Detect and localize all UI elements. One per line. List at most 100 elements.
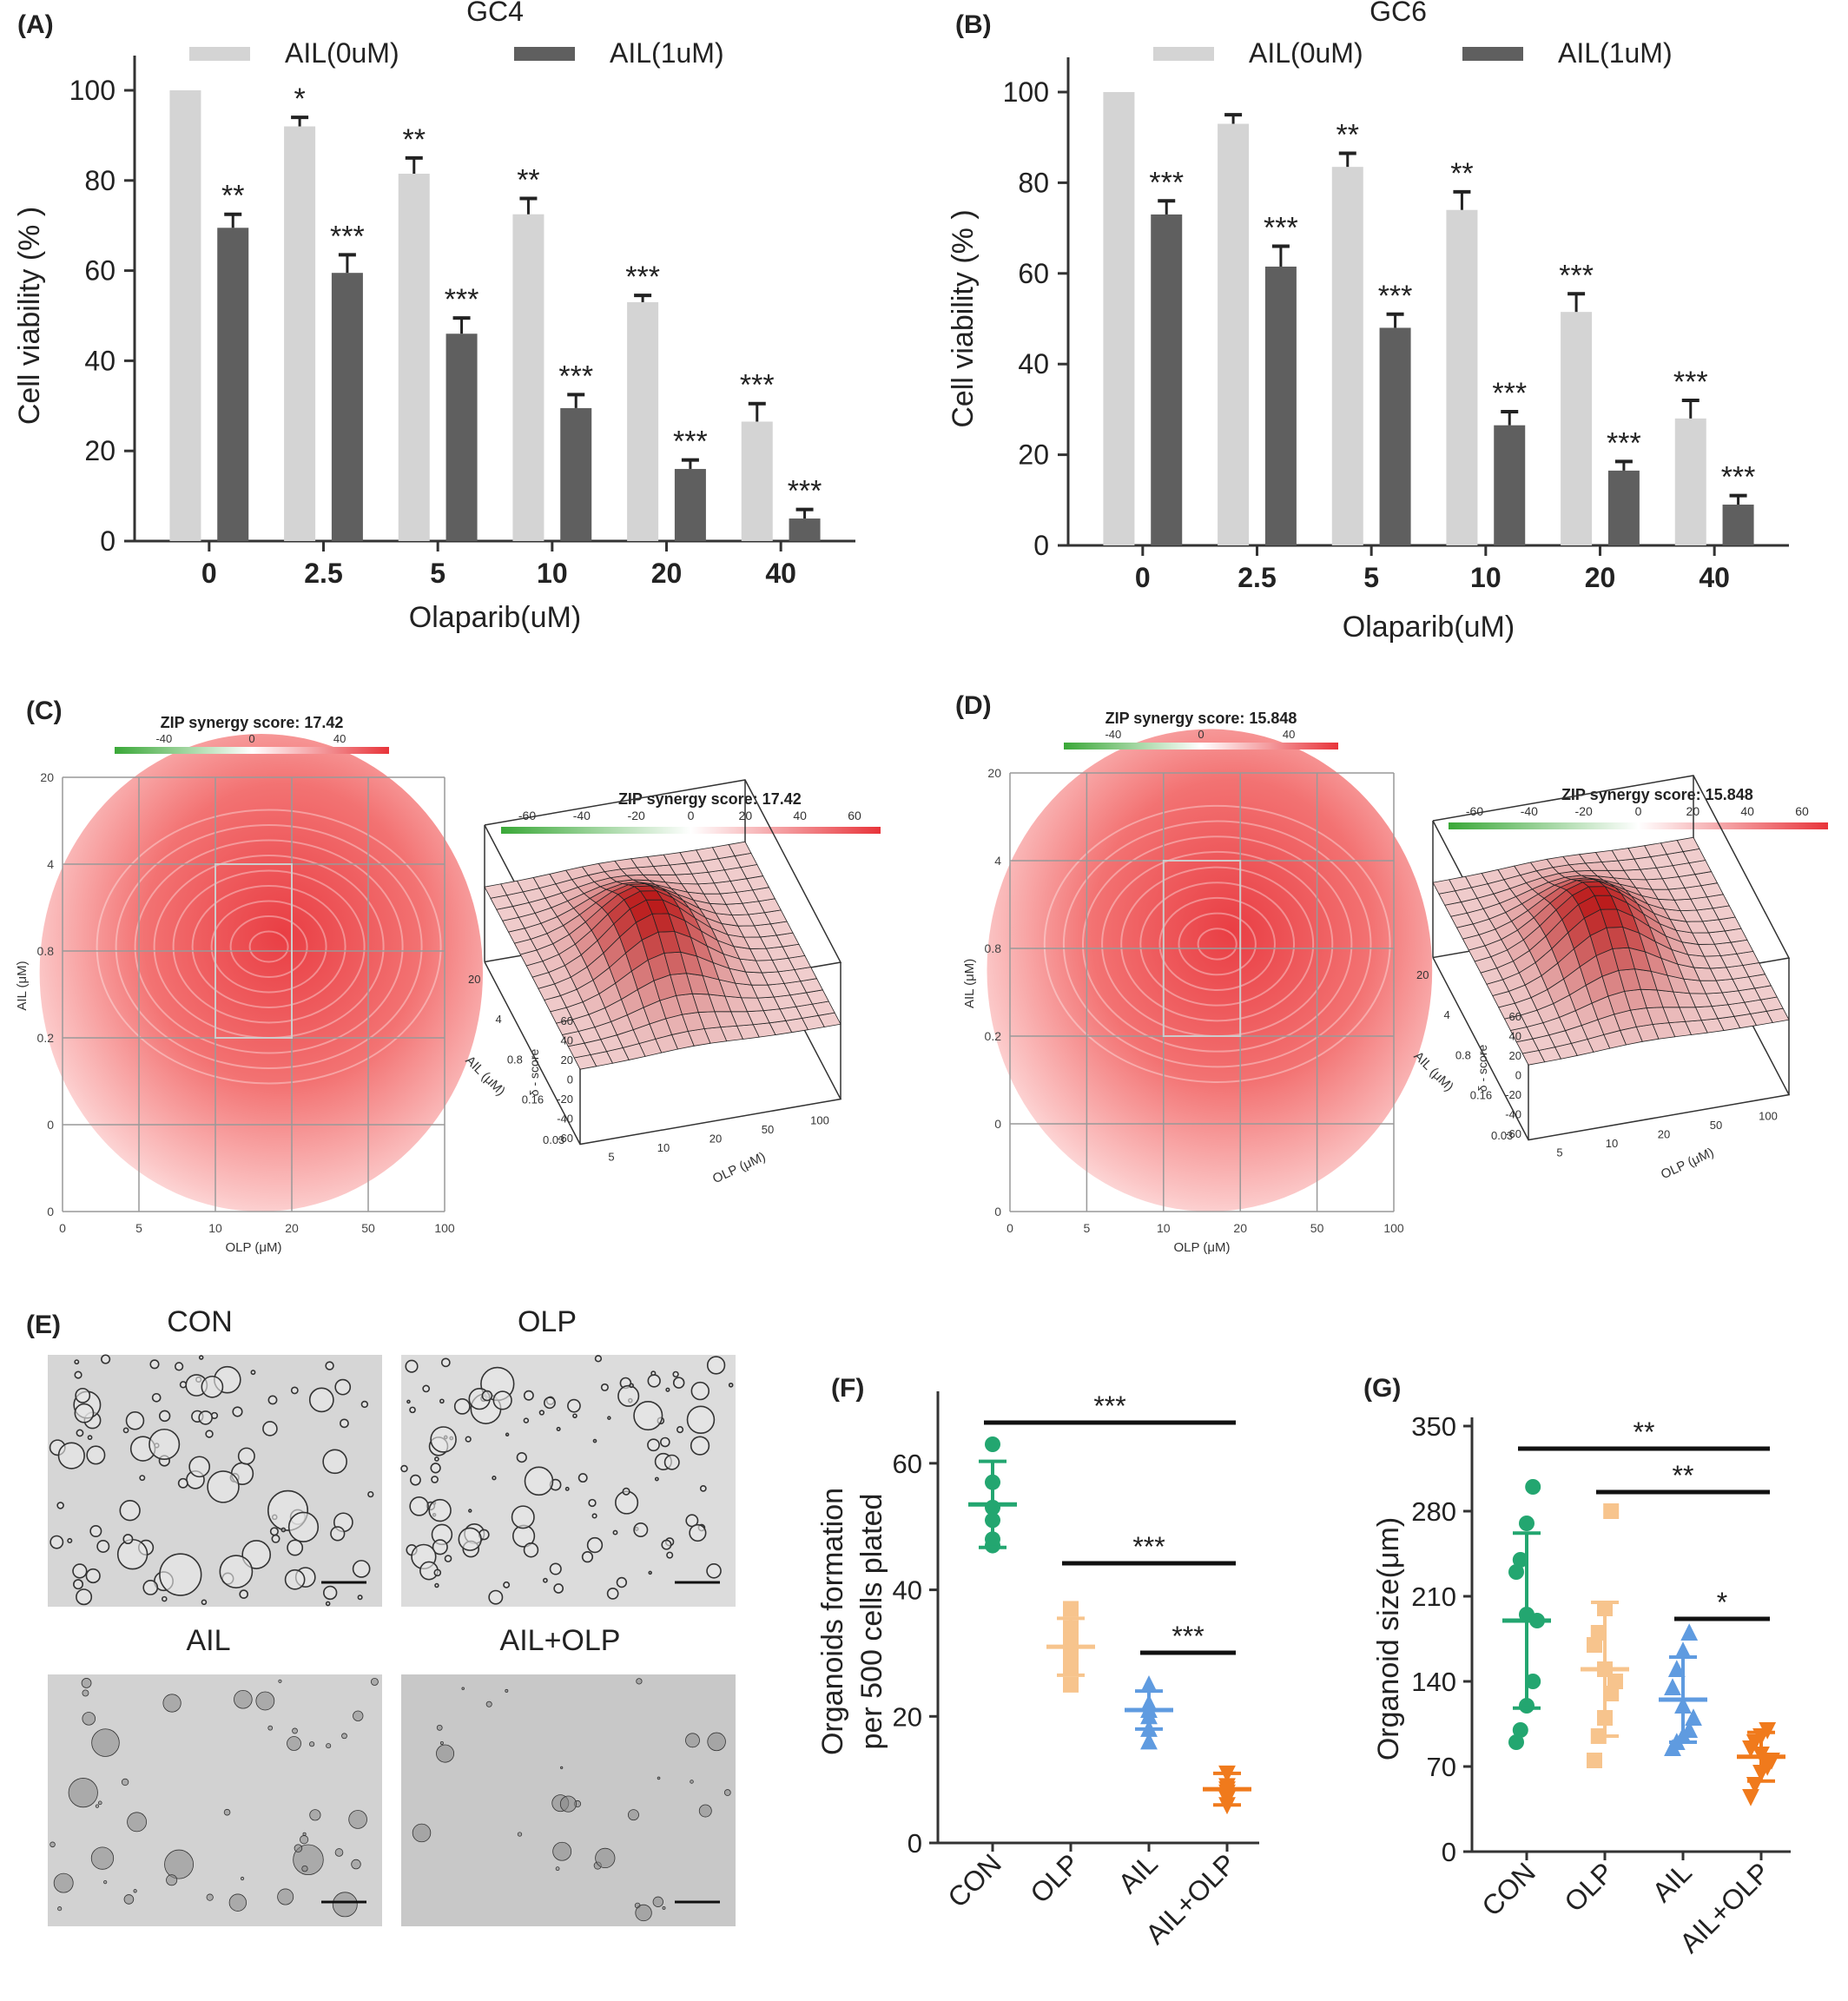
data-point <box>985 1436 1000 1452</box>
z-tick-label: 60 <box>561 1014 573 1027</box>
organoid <box>485 1701 492 1707</box>
y-axis-label: Cell viability (% ) <box>13 207 46 425</box>
z-axis-label: δ - score <box>527 1049 541 1097</box>
organoid <box>672 1377 685 1389</box>
organoid <box>341 1733 347 1740</box>
data-point <box>1667 1660 1686 1677</box>
colorbar-tick: -60 <box>1466 804 1483 818</box>
organoid <box>586 1536 604 1554</box>
y-tick-label: 0 <box>1033 530 1049 561</box>
x-tick-label: 10 <box>537 558 568 589</box>
y-axis-label: AIL (μM) <box>962 959 977 1008</box>
y-tick-label: 0.16 <box>522 1093 544 1106</box>
organoid <box>728 1382 734 1388</box>
x-axis-label: OLP (μM) <box>710 1149 768 1186</box>
significance-mark: *** <box>330 220 365 253</box>
x-tick-label: 20 <box>1585 562 1616 593</box>
organoid <box>434 1456 439 1462</box>
organoid <box>56 1502 64 1509</box>
organoid <box>690 1436 710 1456</box>
x-tick-label: 0 <box>59 1221 66 1235</box>
micrograph-bg <box>48 1674 382 1926</box>
organoid <box>219 1555 254 1588</box>
organoid <box>198 1355 204 1360</box>
bar-AIL(0uM)-0 <box>1103 92 1135 545</box>
colorbar-tick: 60 <box>1795 804 1809 818</box>
x-tick-label: 5 <box>1363 562 1379 593</box>
y-tick-label: 100 <box>1003 76 1049 108</box>
organoid <box>322 1449 347 1475</box>
organoid <box>594 1355 603 1363</box>
panel-label: (D) <box>955 691 992 720</box>
organoid <box>206 1893 214 1901</box>
organoid <box>434 1582 439 1588</box>
y-tick-label: 40 <box>84 345 116 376</box>
surface-cell <box>1676 836 1700 852</box>
organoid <box>689 1523 707 1542</box>
y-tick-label: 4 <box>47 857 54 871</box>
organoid <box>290 1386 299 1395</box>
data-point <box>1508 1734 1524 1750</box>
organoid <box>278 1679 282 1683</box>
surface-cell <box>728 841 752 856</box>
x-tick-label: CON <box>1475 1856 1541 1922</box>
x-tick-label: 50 <box>1310 1221 1324 1235</box>
z-tick-label: 20 <box>1509 1049 1521 1062</box>
x-tick-label: 10 <box>657 1141 670 1154</box>
x-tick-label: 50 <box>1710 1119 1722 1132</box>
organoid <box>654 1476 659 1482</box>
organoid <box>232 1406 243 1417</box>
y-tick-label: 0.2 <box>985 1029 1002 1043</box>
y-tick-label: 4 <box>994 854 1001 868</box>
data-point <box>1140 1732 1158 1750</box>
organoid <box>492 1476 497 1481</box>
organoid <box>81 1678 92 1688</box>
organoid <box>267 1395 278 1405</box>
micrograph-OLP <box>400 1355 736 1607</box>
organoid <box>223 1808 231 1816</box>
y-tick-label: 280 <box>1411 1496 1456 1527</box>
organoid <box>600 1383 609 1391</box>
y-tick-label: 100 <box>69 75 116 106</box>
y-tick-label: 20 <box>1018 439 1049 471</box>
organoid <box>436 1744 455 1763</box>
organoid <box>287 1539 304 1556</box>
y-tick-label: 60 <box>1018 258 1049 289</box>
significance-mark: *** <box>740 369 775 402</box>
organoid <box>90 1846 115 1870</box>
data-point <box>1587 1637 1602 1653</box>
bar-AIL(0uM)-20 <box>1561 312 1593 545</box>
organoid <box>430 1463 441 1474</box>
organoid <box>707 1732 726 1752</box>
organoid <box>334 1378 352 1396</box>
organoid <box>50 1535 64 1549</box>
organoid <box>523 1417 530 1423</box>
organoid <box>567 1398 581 1413</box>
organoid <box>412 1823 432 1843</box>
significance-mark: ** <box>517 164 539 197</box>
organoid <box>308 1387 334 1413</box>
organoid <box>690 1381 710 1401</box>
organoid <box>121 1778 129 1786</box>
x-tick-label: 2.5 <box>1238 562 1276 593</box>
organoid <box>592 1438 597 1443</box>
organoid <box>503 1581 511 1588</box>
x-axis-label: OLP (μM) <box>1173 1240 1230 1255</box>
significance-mark: *** <box>1559 259 1594 292</box>
bar-AIL(1uM)-0 <box>217 228 249 541</box>
x-tick-label: 10 <box>1157 1221 1171 1235</box>
organoid <box>179 1381 188 1389</box>
x-tick-label: 10 <box>208 1221 222 1235</box>
significance-mark: *** <box>1132 1531 1165 1562</box>
y-tick-label: 0.8 <box>1455 1048 1471 1061</box>
x-tick-label: 100 <box>1383 1221 1404 1235</box>
bar-AIL(1uM)-40 <box>1722 505 1754 545</box>
organoid <box>422 1384 431 1393</box>
organoid <box>706 1563 722 1579</box>
x-tick-label: 20 <box>1658 1128 1670 1141</box>
colorbar-tick: -60 <box>518 809 536 822</box>
significance-mark: *** <box>1607 426 1641 459</box>
significance-mark: *** <box>445 283 479 316</box>
organoid <box>439 1398 445 1404</box>
